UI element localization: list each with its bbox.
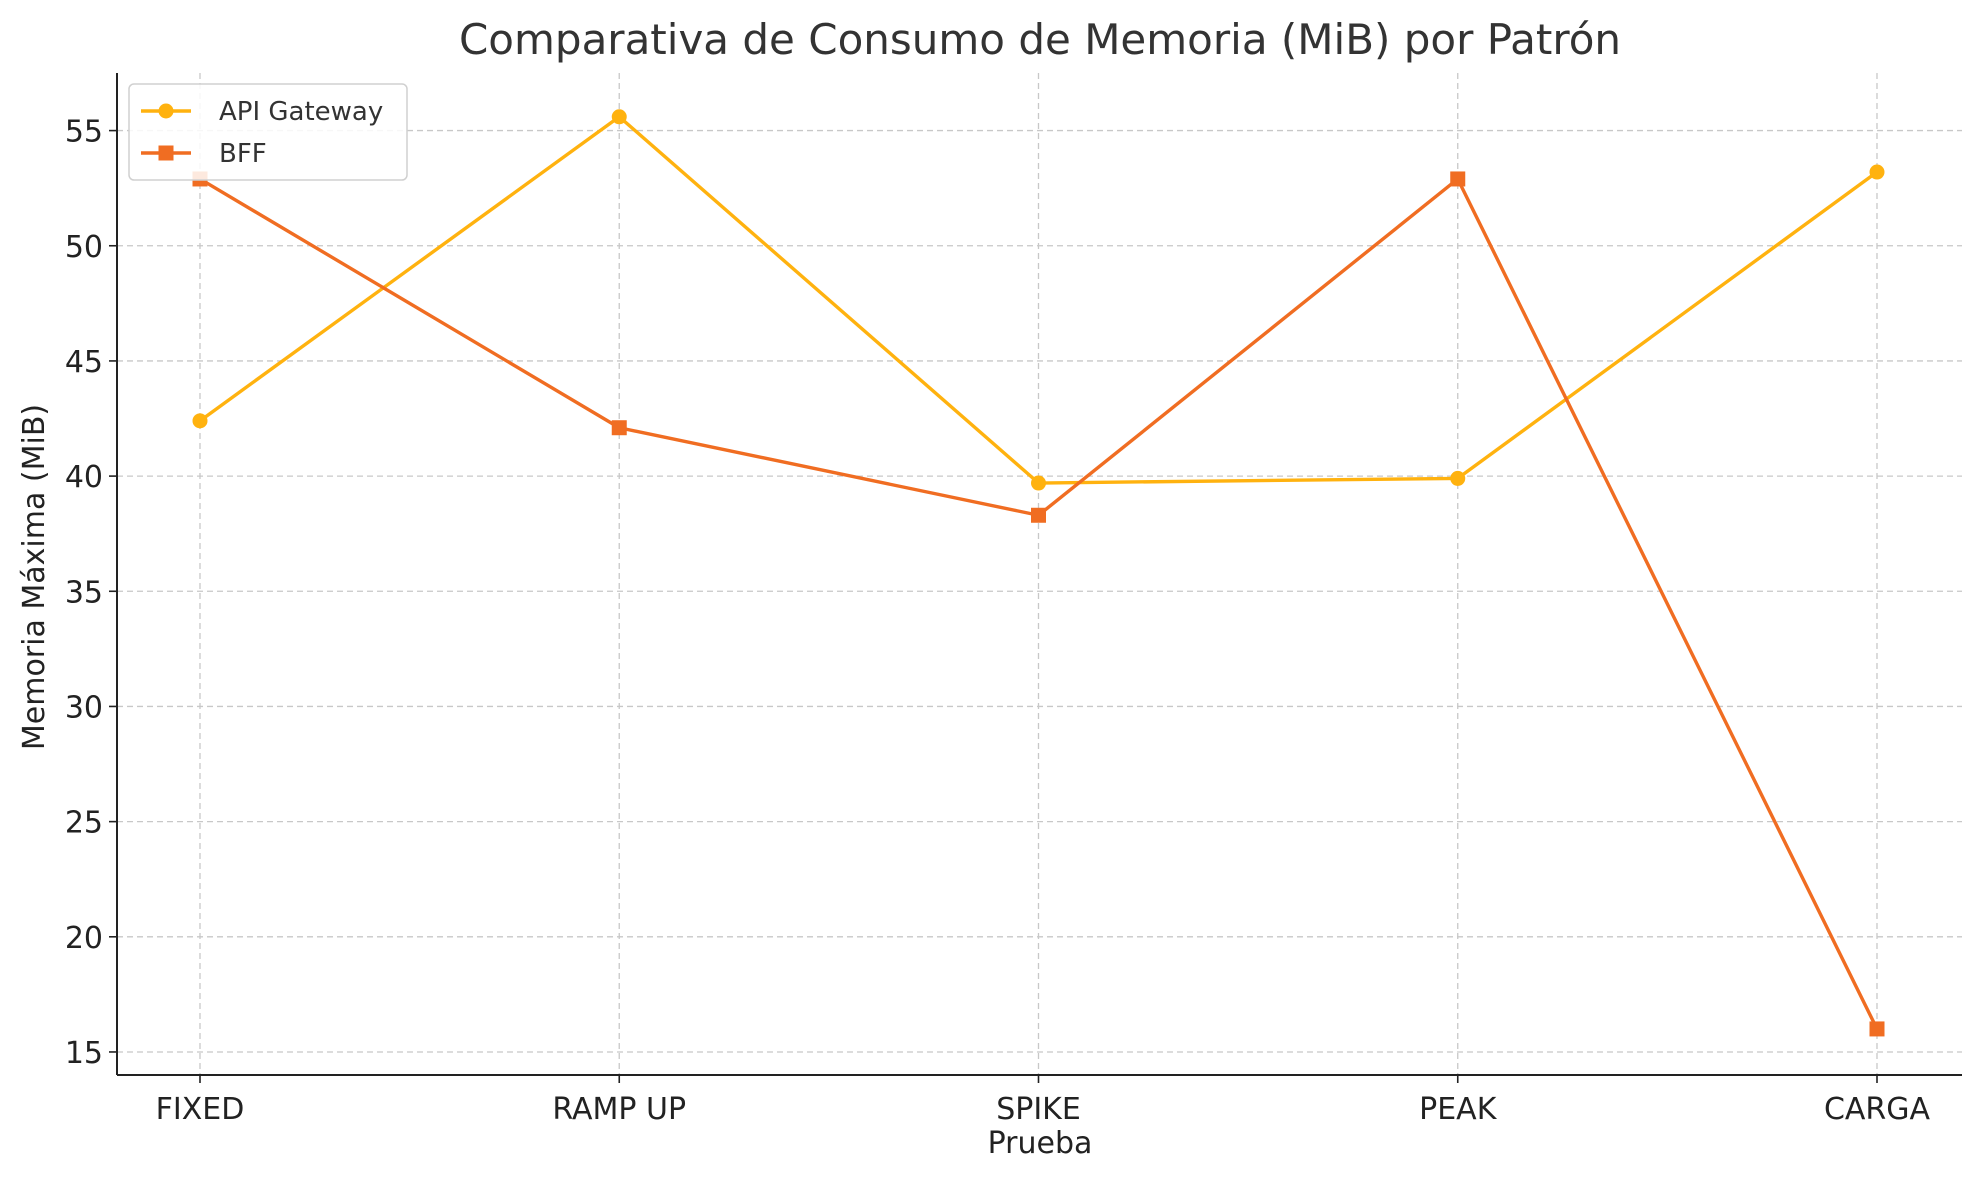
- legend-label: API Gateway: [219, 97, 383, 127]
- y-tick-label: 50: [65, 230, 103, 265]
- legend: API Gateway BFF: [128, 83, 408, 181]
- data-point: [1450, 171, 1466, 187]
- y-tick-label: 25: [65, 806, 103, 841]
- x-tick-label: FIXED: [156, 1092, 245, 1127]
- data-point: [1031, 507, 1046, 523]
- x-tick-label: SPIKE: [996, 1092, 1081, 1127]
- legend-entry: API Gateway: [141, 97, 383, 127]
- y-tick-label: 45: [65, 345, 103, 380]
- data-point: [611, 109, 627, 125]
- ticks: FIXED RAMP UP SPIKE PEAK CARGA 15 20 25 30 35 40 45…: [65, 115, 1931, 1127]
- legend-box: [128, 83, 408, 181]
- y-axis-label: Memoria Máxima (MiB): [17, 404, 52, 750]
- x-tick-label: PEAK: [1419, 1092, 1498, 1127]
- series-api-gateway: [192, 109, 1885, 491]
- series-layer: [192, 109, 1885, 1037]
- axes: [116, 73, 1962, 1076]
- grid: [117, 73, 1962, 1075]
- series-bff: [192, 171, 1885, 1037]
- data-point: [1031, 475, 1046, 491]
- x-tick-label: CARGA: [1824, 1092, 1931, 1127]
- legend-marker: [158, 103, 174, 119]
- y-tick-label: 20: [65, 921, 103, 956]
- x-tick-label: RAMP UP: [552, 1092, 686, 1127]
- data-point: [1869, 1021, 1885, 1037]
- y-tick-label: 35: [65, 575, 103, 610]
- legend-marker: [158, 145, 174, 161]
- x-axis-label: Prueba: [988, 1126, 1093, 1161]
- legend-entry: BFF: [141, 139, 267, 169]
- legend-label: BFF: [219, 139, 267, 169]
- data-point: [1869, 164, 1885, 180]
- y-tick-label: 15: [65, 1036, 103, 1071]
- data-point: [1450, 470, 1466, 486]
- data-point: [611, 420, 627, 436]
- y-tick-label: 30: [65, 690, 103, 725]
- y-tick-label: 40: [65, 460, 103, 495]
- chart-title: Comparativa de Consumo de Memoria (MiB) …: [459, 15, 1621, 64]
- y-tick-label: 55: [65, 115, 103, 150]
- data-point: [192, 413, 208, 429]
